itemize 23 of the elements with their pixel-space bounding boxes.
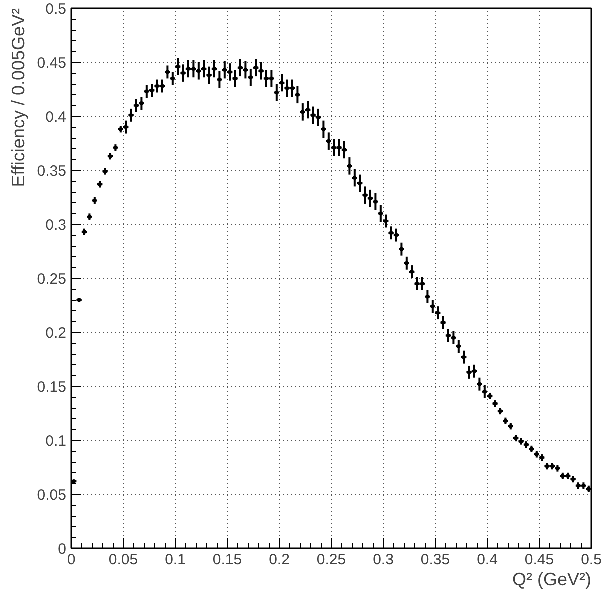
x-tick-label: 0.35 xyxy=(420,552,450,568)
x-tick-label: 0.05 xyxy=(108,552,138,568)
y-axis-title: Efficiency / 0.005GeV² xyxy=(8,8,28,188)
x-axis-title: Q² (GeV²) xyxy=(512,570,592,589)
y-tick-label: 0.5 xyxy=(46,1,67,18)
y-tick-label: 0 xyxy=(58,541,66,558)
x-tick-label: 0.45 xyxy=(524,552,554,568)
y-tick-label: 0.45 xyxy=(37,55,67,72)
y-tick-label: 0.1 xyxy=(46,433,67,450)
y-tick-label: 0.3 xyxy=(46,217,67,234)
x-tick-label: 0.25 xyxy=(316,552,346,568)
x-tick-label: 0.3 xyxy=(373,552,394,568)
y-tick-label: 0.4 xyxy=(46,109,67,126)
x-tick-label: 0.1 xyxy=(165,552,186,568)
y-tick-label: 0.2 xyxy=(46,325,67,342)
x-tick-label: 0.15 xyxy=(212,552,242,568)
x-tick-label: 0.2 xyxy=(269,552,290,568)
x-tick-label: 0.4 xyxy=(477,552,498,568)
x-tick-label: 0.5 xyxy=(581,552,602,568)
y-tick-label: 0.25 xyxy=(37,271,67,288)
y-tick-label: 0.15 xyxy=(37,379,67,396)
y-tick-label: 0.35 xyxy=(37,163,67,180)
y-tick-label: 0.05 xyxy=(37,487,67,504)
